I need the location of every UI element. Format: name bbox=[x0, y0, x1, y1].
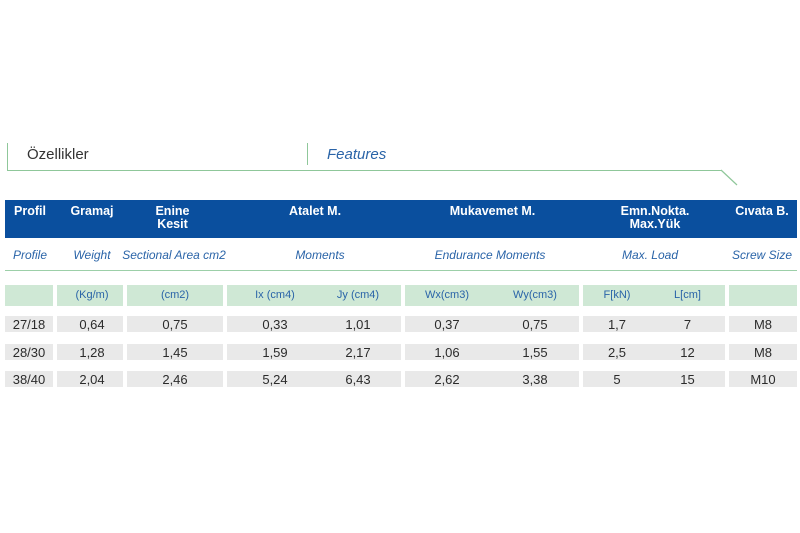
unit-cell-profil bbox=[5, 285, 53, 306]
table-cell-ix: 1,59 bbox=[262, 345, 288, 360]
row-cell-bg-moments bbox=[227, 316, 401, 332]
subheader-sectional: Sectional Area cm2 bbox=[122, 248, 226, 262]
row-cell-bg-gramaj bbox=[57, 316, 123, 332]
row-cell-bg-screw bbox=[729, 316, 797, 332]
table-cell-area: 1,45 bbox=[162, 345, 188, 360]
unit-l: L[cm] bbox=[674, 289, 701, 301]
unit-jy: Jy (cm4) bbox=[336, 289, 380, 301]
table-cell-profil: 27/18 bbox=[12, 317, 46, 332]
subheader-moments: Moments bbox=[295, 248, 345, 262]
row-cell-bg-gramaj bbox=[57, 371, 123, 387]
row-cell-bg-area bbox=[127, 316, 223, 332]
table-cell-screw: M8 bbox=[753, 345, 773, 360]
header-vline-mid bbox=[307, 143, 308, 165]
row-cell-bg-endurance bbox=[405, 371, 579, 387]
row-cell-bg-endurance bbox=[405, 316, 579, 332]
row-cell-bg-profil bbox=[5, 344, 53, 360]
col-header-mukavemet: Mukavemet M. bbox=[449, 204, 536, 218]
table-cell-screw: M10 bbox=[750, 372, 776, 387]
table-cell-jy: 6,43 bbox=[345, 372, 371, 387]
row-cell-bg-gramaj bbox=[57, 344, 123, 360]
table-cell-wy: 0,75 bbox=[522, 317, 548, 332]
table-cell-profil: 28/30 bbox=[12, 345, 46, 360]
col-header-emn: Emn.Nokta. Max.Yük bbox=[620, 204, 690, 231]
table-cell-profil: 38/40 bbox=[12, 372, 46, 387]
row-cell-bg-moments bbox=[227, 371, 401, 387]
row-cell-bg-profil bbox=[5, 316, 53, 332]
unit-cell-screw bbox=[729, 285, 797, 306]
table-cell-f: 1,7 bbox=[607, 317, 627, 332]
unit-wy: Wy(cm3) bbox=[513, 289, 557, 301]
table-cell-area: 0,75 bbox=[162, 317, 188, 332]
unit-ix: Ix (cm4) bbox=[255, 289, 295, 301]
table-cell-wx: 2,62 bbox=[434, 372, 460, 387]
subheader-profile: Profile bbox=[12, 248, 47, 262]
table-cell-f: 5 bbox=[613, 372, 621, 387]
row-cell-bg-screw bbox=[729, 344, 797, 360]
row-cell-bg-profil bbox=[5, 371, 53, 387]
row-cell-bg-load bbox=[583, 316, 725, 332]
unit-wx: Wx(cm3) bbox=[425, 289, 469, 301]
subheader-divider bbox=[5, 270, 797, 271]
table-cell-gramaj: 2,04 bbox=[79, 372, 105, 387]
row-cell-bg-load bbox=[583, 371, 725, 387]
table-cell-area: 2,46 bbox=[162, 372, 188, 387]
subheader-endurance: Endurance Moments bbox=[434, 248, 546, 262]
table-header-band bbox=[5, 200, 797, 238]
section-title-tr: Özellikler bbox=[27, 146, 89, 163]
unit-cell-gramaj bbox=[57, 285, 123, 306]
unit-cell-endurance bbox=[405, 285, 579, 306]
table-cell-wy: 3,38 bbox=[522, 372, 548, 387]
table-cell-screw: M8 bbox=[753, 317, 773, 332]
row-cell-bg-area bbox=[127, 344, 223, 360]
subheader-screw: Screw Size bbox=[731, 248, 793, 262]
col-header-gramaj: Gramaj bbox=[70, 204, 114, 218]
col-header-enine: Enine Kesit bbox=[155, 204, 190, 231]
row-cell-bg-endurance bbox=[405, 344, 579, 360]
unit-area: (cm2) bbox=[160, 289, 190, 301]
table-cell-gramaj: 0,64 bbox=[79, 317, 105, 332]
subheader-weight: Weight bbox=[73, 248, 111, 262]
unit-weight: (Kg/m) bbox=[75, 289, 109, 301]
table-cell-ix: 0,33 bbox=[262, 317, 288, 332]
table-cell-wx: 0,37 bbox=[434, 317, 460, 332]
table-cell-ix: 5,24 bbox=[262, 372, 288, 387]
subheader-maxload: Max. Load bbox=[621, 248, 679, 262]
col-header-civata: Cıvata B. bbox=[735, 204, 789, 218]
header-hline bbox=[7, 170, 722, 171]
table-cell-gramaj: 1,28 bbox=[79, 345, 105, 360]
unit-cell-moments bbox=[227, 285, 401, 306]
table-cell-jy: 1,01 bbox=[345, 317, 371, 332]
col-header-profil: Profil bbox=[14, 204, 46, 218]
table-cell-l: 15 bbox=[680, 372, 695, 387]
table-cell-wx: 1,06 bbox=[434, 345, 460, 360]
unit-f: F[kN) bbox=[603, 289, 631, 301]
unit-cell-area bbox=[127, 285, 223, 306]
header-hook-line bbox=[720, 169, 738, 186]
table-cell-wy: 1,55 bbox=[522, 345, 548, 360]
row-cell-bg-moments bbox=[227, 344, 401, 360]
table-cell-l: 7 bbox=[683, 317, 692, 332]
col-header-atalet: Atalet M. bbox=[288, 204, 342, 218]
table-cell-jy: 2,17 bbox=[345, 345, 371, 360]
table-cell-f: 2,5 bbox=[607, 345, 627, 360]
row-cell-bg-screw bbox=[729, 371, 797, 387]
header-vline-left bbox=[7, 143, 8, 171]
section-title-en: Features bbox=[327, 146, 387, 163]
row-cell-bg-area bbox=[127, 371, 223, 387]
row-cell-bg-load bbox=[583, 344, 725, 360]
table-cell-l: 12 bbox=[680, 345, 695, 360]
unit-cell-load bbox=[583, 285, 725, 306]
